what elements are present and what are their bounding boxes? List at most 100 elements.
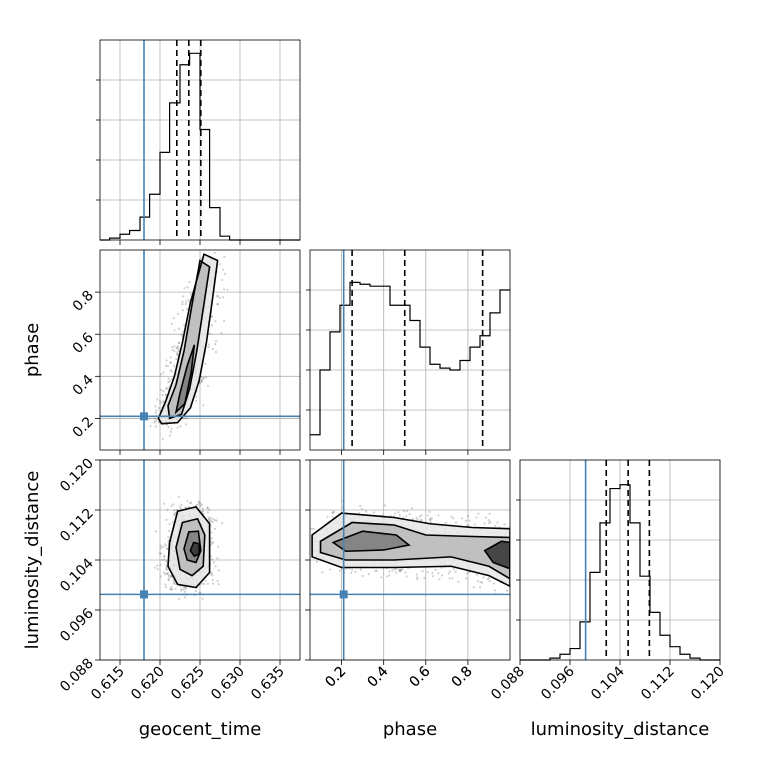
sample-point	[159, 401, 162, 404]
sample-point	[217, 295, 220, 298]
sample-point	[405, 509, 408, 513]
xtick-label-luminosity_distance: 0.096	[538, 663, 578, 703]
sample-point	[405, 575, 408, 578]
sample-point	[437, 514, 440, 517]
sample-point	[179, 505, 182, 509]
sample-point	[481, 581, 484, 584]
ytick-label-phase: 0.8	[70, 288, 97, 315]
sample-point	[217, 569, 220, 572]
sample-point	[200, 380, 203, 383]
sample-point	[183, 417, 186, 420]
sample-point	[156, 564, 159, 567]
sample-point	[183, 286, 186, 290]
sample-point	[195, 399, 198, 402]
sample-point	[173, 350, 176, 353]
sample-point	[163, 555, 166, 559]
sample-point	[177, 495, 180, 498]
sample-point	[496, 521, 499, 524]
sample-point	[416, 518, 419, 521]
sample-point	[171, 588, 174, 591]
panel-geocent_time-vs-luminosity_distance	[99, 459, 301, 661]
sample-point	[182, 588, 185, 591]
sample-point	[429, 518, 432, 522]
sample-point	[174, 587, 177, 590]
sample-point	[426, 514, 430, 517]
sample-point	[510, 583, 512, 585]
sample-point	[186, 286, 189, 289]
contour-level-1	[311, 512, 510, 588]
sample-point	[217, 545, 220, 548]
sample-point	[400, 568, 403, 571]
ytick-label-phase: 0.4	[70, 372, 97, 399]
sample-point	[202, 377, 205, 380]
sample-point	[158, 552, 161, 555]
sample-point	[163, 554, 166, 557]
sample-point	[398, 514, 402, 517]
sample-point	[207, 345, 210, 349]
sample-point	[204, 579, 207, 582]
sample-point	[201, 597, 204, 600]
sample-point	[451, 577, 454, 580]
sample-point	[359, 568, 362, 571]
sample-point	[383, 504, 387, 507]
sample-point	[159, 547, 162, 550]
sample-point	[165, 567, 168, 570]
sample-point	[180, 503, 183, 507]
sample-point	[210, 531, 213, 534]
panel-geocent_time-vs-phase	[99, 249, 301, 451]
sample-point	[426, 571, 429, 574]
sample-point	[514, 534, 516, 536]
sample-point	[332, 510, 335, 513]
sample-point	[441, 574, 444, 577]
sample-point	[404, 515, 408, 518]
sample-point	[168, 529, 171, 532]
contour-level-3	[331, 530, 411, 553]
sample-point	[164, 364, 168, 367]
sample-point	[167, 381, 170, 384]
sample-point	[217, 583, 220, 586]
sample-point	[388, 574, 391, 577]
sample-point	[158, 399, 162, 403]
sample-point	[415, 516, 418, 519]
sample-point	[420, 514, 423, 517]
ytick-label-luminosity_distance: 0.120	[57, 456, 97, 496]
sample-point	[159, 552, 163, 555]
sample-point	[460, 517, 463, 520]
sample-point	[303, 558, 305, 560]
sample-point	[207, 343, 210, 346]
panel-phase-vs-luminosity_distance	[303, 459, 526, 661]
sample-point	[524, 590, 526, 592]
sample-point	[194, 395, 198, 398]
sample-point	[513, 577, 515, 579]
sample-point	[478, 586, 482, 589]
contour-level-4	[189, 541, 200, 558]
sample-point	[199, 502, 202, 505]
sample-point	[183, 586, 186, 589]
sample-point	[204, 362, 207, 366]
sample-point	[175, 353, 179, 356]
sample-point	[312, 527, 315, 531]
sample-point	[398, 570, 402, 573]
hist-panel-phase	[306, 249, 511, 451]
sample-point	[213, 527, 217, 530]
xtick-label-phase: 0.8	[449, 664, 476, 691]
sample-point	[186, 499, 189, 503]
sample-point	[185, 300, 188, 303]
sample-point	[170, 370, 173, 373]
sample-point	[482, 576, 485, 579]
sample-point	[373, 511, 376, 514]
sample-point	[161, 558, 164, 561]
sample-point	[165, 572, 169, 575]
sample-point	[165, 386, 168, 389]
sample-point	[214, 350, 218, 354]
histogram-phase	[310, 281, 510, 436]
sample-point	[211, 582, 215, 585]
sample-point	[215, 294, 218, 298]
sample-point	[157, 406, 161, 410]
sample-point	[329, 568, 332, 571]
contour-level-4	[483, 540, 510, 570]
sample-point	[164, 393, 168, 397]
sample-point	[214, 320, 217, 323]
sample-point	[169, 574, 172, 577]
sample-point	[195, 504, 198, 507]
